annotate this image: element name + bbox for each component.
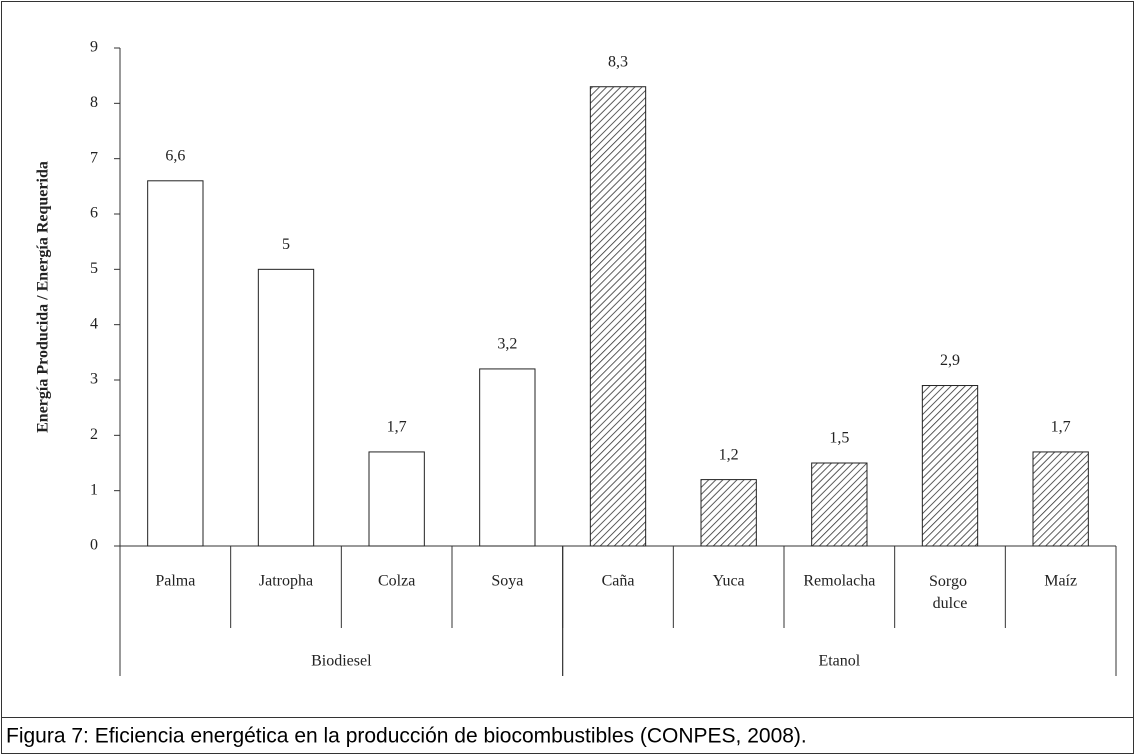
y-tick-label: 6: [90, 205, 98, 222]
x-tick-label: Remolacha: [803, 573, 875, 590]
y-tick-label: 7: [90, 149, 98, 166]
data-label: 2,9: [940, 352, 960, 369]
group-label: Etanol: [818, 653, 860, 670]
bar: [811, 462, 868, 547]
x-tick-label: Colza: [378, 573, 415, 590]
x-tick-label: Yuca: [713, 573, 745, 590]
data-label: 1,7: [1051, 419, 1071, 436]
y-tick-label: 2: [90, 426, 98, 443]
data-label: 1,5: [829, 430, 849, 447]
bar: [1032, 451, 1089, 547]
caption-frame: [1, 717, 1134, 754]
x-tick-label: Jatropha: [259, 573, 313, 590]
y-tick-label: 3: [90, 371, 98, 388]
x-tick-label: Palma: [155, 573, 195, 590]
bar: [921, 385, 979, 547]
y-tick-label: 9: [90, 39, 98, 56]
data-label: 8,3: [608, 53, 628, 70]
bar: [147, 180, 204, 547]
bar: [368, 451, 425, 547]
x-tick-label: Maíz: [1044, 573, 1077, 590]
data-label: 1,7: [387, 419, 407, 436]
bar: [257, 268, 315, 547]
data-label: 1,2: [719, 446, 739, 463]
y-tick-label: 1: [90, 481, 98, 498]
data-label: 3,2: [497, 336, 517, 353]
y-tick-label: 8: [90, 94, 98, 111]
bar: [589, 86, 647, 547]
y-axis-title: Energía Producida / Energía Requerida: [35, 161, 52, 433]
caption: Figura 7: Eficiencia energética en la pr…: [6, 725, 807, 748]
y-tick-label: 0: [90, 537, 98, 554]
group-label: Biodiesel: [311, 653, 372, 670]
data-label: 5: [282, 236, 290, 253]
data-label: 6,6: [165, 147, 185, 164]
y-tick-label: 4: [90, 315, 98, 332]
y-tick-label: 5: [90, 260, 98, 277]
x-tick-label: Caña: [602, 573, 635, 590]
x-tick-label: Sorgo dulce: [929, 573, 971, 612]
bar: [479, 368, 536, 547]
bar: [700, 479, 757, 547]
x-tick-label: Soya: [491, 573, 523, 590]
